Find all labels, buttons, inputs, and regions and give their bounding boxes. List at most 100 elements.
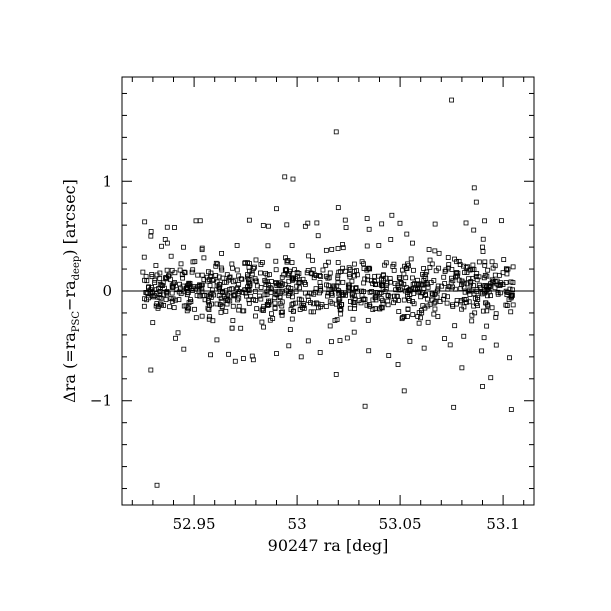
data-point [170,296,176,302]
data-point [382,262,388,268]
data-point [327,270,333,276]
data-point [152,280,158,285]
data-point [149,289,155,295]
data-point [376,243,382,248]
data-point [282,282,288,288]
data-point [337,307,343,313]
data-point [264,291,270,297]
data-point [468,281,474,287]
data-point [452,323,458,329]
data-point [454,270,459,275]
data-point [485,303,491,309]
data-point [199,288,205,294]
data-point [378,280,384,286]
data-point [383,275,389,281]
data-point [202,293,207,299]
data-point [261,324,266,330]
data-point [358,300,364,306]
data-point [501,257,507,262]
data-point [464,270,470,275]
data-point [199,313,205,319]
data-point [335,280,341,286]
data-point [253,278,259,284]
data-point [152,277,158,283]
data-point [333,372,339,377]
data-point [305,338,311,344]
data-point [482,218,488,224]
data-point [421,345,427,351]
data-point [395,362,401,367]
data-point [388,237,394,242]
data-point [445,294,450,300]
data-point [425,284,431,290]
data-point [252,289,258,294]
data-point [445,265,451,271]
data-point [142,219,148,225]
data-point [445,255,451,260]
data-point [146,285,151,290]
data-point [463,220,469,226]
data-point [410,275,415,281]
data-point [423,292,428,297]
data-point [323,262,329,268]
data-point [457,262,463,267]
data-point [366,348,372,354]
data-point [418,315,423,321]
data-point [211,292,216,298]
data-point [192,259,198,264]
data-point [421,266,426,271]
data-point [176,297,182,303]
data-point [150,320,156,326]
data-point [295,273,300,279]
y-title-sub1: PSC [71,311,82,333]
data-point [311,301,317,307]
data-point [244,293,249,299]
data-point [482,272,488,278]
data-point [345,284,351,290]
data-point [250,357,256,363]
data-point [431,278,437,283]
data-point [218,265,224,271]
data-point [293,300,298,306]
data-point [213,260,219,266]
data-point [510,302,516,308]
data-point [338,306,344,312]
data-point [447,342,453,348]
data-point [318,286,323,292]
data-point [141,254,147,260]
data-point [352,273,357,279]
data-point [241,308,247,314]
data-point [153,287,159,293]
data-point [252,264,257,270]
data-point [167,304,172,310]
data-point [232,292,238,298]
data-point [230,318,236,323]
data-point [335,205,341,210]
data-point [177,267,183,273]
data-point [441,274,447,280]
data-point [503,302,509,308]
data-point [281,272,287,278]
data-point [251,265,256,271]
data-point [216,274,222,280]
data-point [379,305,385,311]
data-point [418,294,424,300]
data-point [246,217,252,223]
data-point [285,272,291,278]
data-point [410,240,415,246]
data-point [193,315,199,321]
data-point [242,287,247,293]
data-point [317,273,323,278]
data-point [475,303,480,309]
data-point [276,288,282,294]
data-point [313,286,319,292]
data-point [419,282,424,288]
data-point [400,315,406,320]
data-point [243,290,249,296]
data-point [340,245,346,251]
data-point [306,298,311,303]
data-point [216,293,222,299]
data-point [343,292,348,298]
data-point [388,294,393,300]
